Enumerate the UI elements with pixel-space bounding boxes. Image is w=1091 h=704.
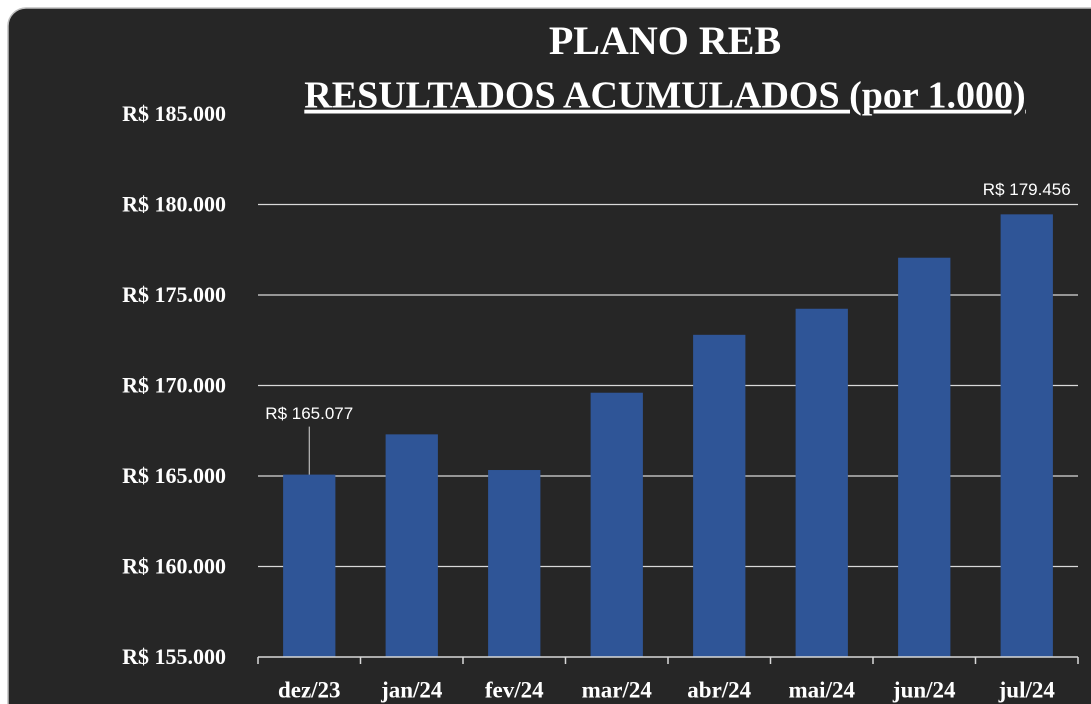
y-tick-label: R$ 180.000 bbox=[122, 192, 226, 217]
y-tick-label: R$ 185.000 bbox=[122, 101, 226, 126]
x-tick-label: jun/24 bbox=[892, 677, 956, 702]
x-tick-label: abr/24 bbox=[687, 677, 751, 702]
data-label: R$ 179.456 bbox=[983, 180, 1071, 199]
y-tick-label: R$ 155.000 bbox=[122, 644, 226, 669]
y-tick-label: R$ 170.000 bbox=[122, 373, 226, 398]
x-tick-label: jan/24 bbox=[380, 677, 443, 702]
bar bbox=[385, 434, 438, 657]
bar bbox=[795, 308, 848, 657]
bar bbox=[693, 334, 746, 657]
chart-subtitle: RESULTADOS ACUMULADOS (por 1.000) bbox=[304, 75, 1025, 117]
bar bbox=[283, 474, 336, 657]
x-tick-label: mai/24 bbox=[789, 677, 856, 702]
x-tick-label: dez/23 bbox=[278, 677, 341, 702]
x-tick-label: jul/24 bbox=[998, 677, 1056, 702]
y-tick-label: R$ 160.000 bbox=[122, 554, 226, 579]
x-tick-label: mar/24 bbox=[582, 677, 653, 702]
y-tick-label: R$ 175.000 bbox=[122, 282, 226, 307]
data-label: R$ 165.077 bbox=[265, 404, 353, 423]
chart-title: PLANO REB bbox=[549, 18, 781, 63]
bar bbox=[488, 470, 541, 657]
x-tick-label: fev/24 bbox=[485, 677, 544, 702]
bar bbox=[898, 257, 951, 657]
y-tick-label: R$ 165.000 bbox=[122, 463, 226, 488]
bar bbox=[590, 392, 643, 657]
bar bbox=[1000, 214, 1053, 657]
